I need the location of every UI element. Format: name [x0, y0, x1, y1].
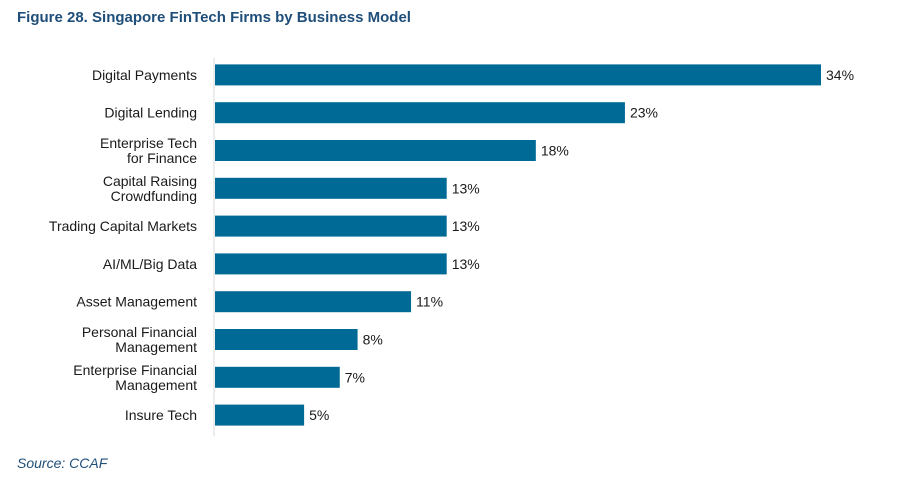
source-note: Source: CCAF	[17, 455, 108, 471]
category-label-9: Insure Tech	[125, 407, 197, 423]
category-label-1: Digital Lending	[104, 105, 197, 121]
bar-3	[215, 177, 447, 199]
bar-8	[215, 366, 340, 388]
bar-7	[215, 329, 358, 350]
bar-6	[215, 291, 412, 313]
value-label-4: 13%	[452, 218, 480, 234]
value-label-3: 13%	[452, 180, 480, 196]
bar-1	[215, 102, 625, 124]
category-label-3: Capital Raising Crowdfunding	[103, 173, 197, 204]
value-label-0: 34%	[826, 67, 854, 83]
bars-group	[215, 64, 821, 426]
category-labels: Digital Payments Digital Lending Enterpris…	[49, 67, 197, 423]
value-label-7: 8%	[363, 332, 383, 348]
value-label-9: 5%	[309, 407, 329, 423]
chart-title: Figure 28. Singapore FinTech Firms by Bu…	[17, 9, 411, 26]
bar-2	[215, 140, 536, 161]
bar-4	[215, 215, 447, 237]
value-label-8: 7%	[345, 369, 365, 385]
category-label-4: Trading Capital Markets	[49, 218, 197, 234]
category-label-0: Digital Payments	[92, 67, 197, 83]
value-label-6: 11%	[416, 294, 443, 310]
value-label-5: 13%	[452, 256, 480, 272]
value-label-2: 18%	[541, 143, 569, 159]
bar-9	[215, 404, 305, 426]
category-label-5: AI/ML/Big Data	[103, 256, 197, 272]
bar-5	[215, 253, 447, 275]
category-label-2: Enterprise Tech for Finance	[100, 135, 197, 166]
category-label-6: Asset Management	[76, 294, 197, 310]
value-label-1: 23%	[630, 105, 658, 121]
category-label-7: Personal Financial Management	[82, 324, 197, 355]
value-labels: 34% 23% 18% 13% 13% 13% 11% 8% 7% 5%	[309, 67, 854, 423]
category-label-8: Enterprise Financial Management	[73, 362, 197, 393]
bar-0	[215, 64, 821, 86]
